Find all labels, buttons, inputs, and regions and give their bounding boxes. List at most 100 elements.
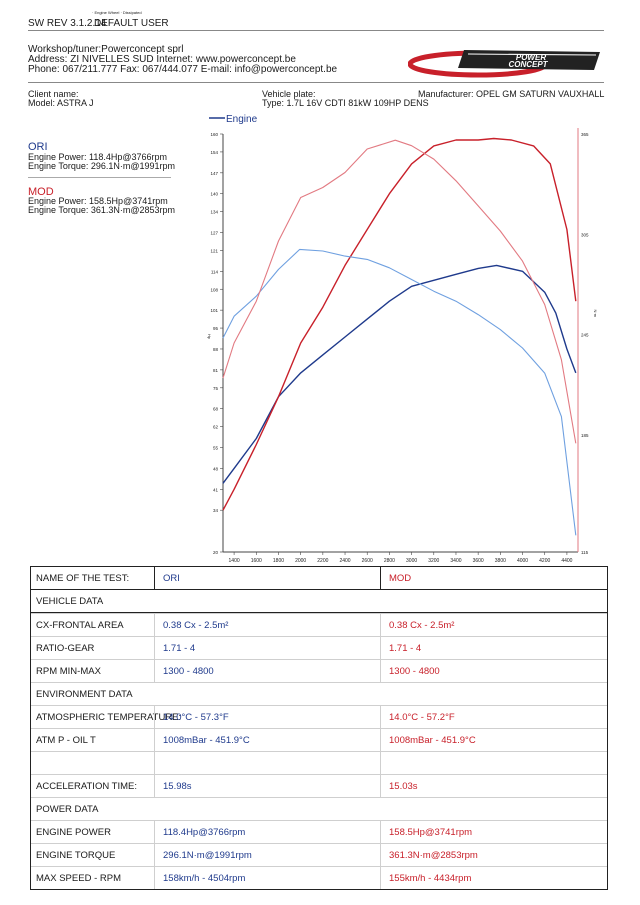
ori-power: Engine Power: 118.4Hp@3766rpm [28, 152, 168, 162]
dyno-chart: Engine 20 34 41 48 55 62 68 75 81 88 95 101 108 114 121… [207, 114, 598, 564]
y-axis-title-right: N·m [593, 310, 598, 318]
y-right-tick-label: 305 [581, 232, 589, 237]
y-tick-label: 114 [211, 269, 219, 274]
ori-value [163, 683, 373, 705]
mod-value [389, 752, 599, 774]
x-tick-label: 3800 [495, 558, 506, 564]
row-label: ATM P - OIL T [36, 734, 96, 746]
model: Model: ASTRA J [28, 98, 94, 108]
svg-text:CONCEPT: CONCEPT [508, 60, 548, 69]
x-tick-label: 2200 [317, 558, 328, 564]
ori-value: 14.0°C - 57.3°F [163, 711, 229, 723]
client-name: Client name: [28, 89, 79, 99]
powerconcept-logo: POWER CONCEPT [407, 40, 604, 78]
ori-torque-line [222, 248, 577, 536]
phone-line: Phone: 067/211.777 Fax: 067/444.077 E-ma… [28, 64, 338, 75]
ori-value [163, 752, 373, 774]
ori-label: ORI [28, 141, 48, 153]
y-tick-label: 147 [210, 171, 218, 176]
ori-power-line [222, 264, 577, 484]
table-row: ENVIRONMENT DATA [31, 682, 607, 705]
mod-value [389, 590, 599, 612]
table-row: POWER DATA [31, 797, 607, 820]
y-tick-label: 160 [210, 132, 218, 137]
y-tick-label: 108 [210, 287, 218, 292]
y-tick-label: 75 [213, 386, 219, 391]
ori-torque: Engine Torque: 296.1N·m@1991rpm [28, 161, 176, 171]
mod-power: Engine Power: 158.5Hp@3741rpm [28, 196, 168, 206]
table-row: CX-FRONTAL AREA 0.38 Cx - 2.5m² 0.38 Cx - … [31, 613, 607, 636]
svg-text:POWER: POWER [516, 53, 546, 62]
software-revision: SW REV 3.1.2.14 [28, 18, 107, 29]
default-user: DEFAULT USER [94, 18, 169, 29]
y-tick-label: 121 [210, 248, 218, 253]
ori-value [163, 590, 373, 612]
mod-value [389, 798, 599, 820]
row-label: RPM MIN-MAX [36, 665, 101, 677]
header-divider [28, 30, 604, 31]
mod-value: 15.03s [389, 780, 418, 792]
table-row: RATIO-GEAR 1.71 - 4 1.71 - 4 [31, 636, 607, 659]
row-label [31, 752, 154, 774]
y-tick-label: 20 [213, 550, 219, 555]
table-row: ACCELERATION TIME: 15.98s 15.03s [31, 774, 607, 797]
legend-label: Engine [226, 114, 258, 125]
row-label: RATIO-GEAR [36, 642, 95, 654]
workshop-line: Workshop/tuner:Powerconcept sprl [28, 44, 184, 55]
ori-value: 1008mBar - 451.9°C [163, 734, 250, 746]
y-axis-title-left: Hp [207, 334, 212, 340]
row-label: CX-FRONTAL AREA [36, 619, 124, 631]
table-header-name: NAME OF THE TEST: [36, 572, 130, 584]
mod-value: 361.3N·m@2853rpm [389, 849, 478, 861]
vehicle-type: Type: 1.7L 16V CDTI 81kW 109HP DENS [262, 98, 429, 108]
mod-value: 155km/h - 4434rpm [389, 872, 472, 884]
row-label: ACCELERATION TIME: [36, 780, 137, 792]
mod-value: 158.5Hp@3741rpm [389, 826, 473, 838]
y-tick-label: 48 [213, 466, 219, 471]
y-right-tick-label: 115 [581, 550, 589, 555]
table-row: ATM P - OIL T 1008mBar - 451.9°C 1008mBar … [31, 728, 607, 751]
x-tick-label: 3400 [450, 558, 461, 564]
mod-power-line [222, 137, 577, 511]
x-tick-label: 1600 [251, 558, 262, 564]
y-tick-label: 81 [213, 368, 219, 373]
section-label: ENVIRONMENT DATA [36, 688, 133, 700]
y-tick-label: 127 [210, 231, 218, 236]
y-tick-label: 88 [213, 347, 219, 352]
x-tick-label: 4400 [561, 558, 572, 564]
mod-label: MOD [28, 186, 54, 198]
x-tick-label: 1800 [273, 558, 284, 564]
vehicle-plate: Vehicle plate: [262, 89, 316, 99]
ori-value: 1.71 - 4 [163, 642, 196, 654]
mod-torque-line [222, 139, 577, 444]
y-tick-label: 68 [213, 407, 219, 412]
x-tick-label: 2600 [362, 558, 373, 564]
mod-value: 1.71 - 4 [389, 642, 422, 654]
table-row: ATMOSPHERIC TEMPERATURE: 14.0°C - 57.3°F 1… [31, 705, 607, 728]
ori-value: 15.98s [163, 780, 192, 792]
y-tick-label: 95 [213, 326, 219, 331]
x-tick-label: 3600 [473, 558, 484, 564]
x-tick-label: 3000 [406, 558, 417, 564]
table-row [31, 751, 607, 774]
ori-value: 1300 - 4800 [163, 665, 214, 677]
ori-value [163, 798, 373, 820]
table-row: VEHICLE DATA [31, 590, 607, 613]
summary-divider [28, 177, 171, 178]
mod-value: 1300 - 4800 [389, 665, 440, 677]
ori-value: 296.1N·m@1991rpm [163, 849, 252, 861]
address-line: Address: ZI NIVELLES SUD Internet: www.p… [28, 54, 296, 65]
table-header-ori: ORI [163, 572, 180, 584]
section-label: VEHICLE DATA [36, 595, 104, 607]
small-brand-text: · Engine Wheel · Dissipated [92, 10, 142, 15]
header-divider-2 [28, 82, 604, 83]
x-tick-label: 1400 [229, 558, 240, 564]
row-label: ENGINE POWER [36, 826, 111, 838]
x-tick-label: 2400 [339, 558, 350, 564]
mod-value: 1008mBar - 451.9°C [389, 734, 476, 746]
x-tick-label: 3200 [428, 558, 439, 564]
mod-value: 14.0°C - 57.2°F [389, 711, 455, 723]
mod-value: 0.38 Cx - 2.5m² [389, 619, 455, 631]
row-label: MAX SPEED - RPM [36, 872, 121, 884]
mod-value [389, 683, 599, 705]
